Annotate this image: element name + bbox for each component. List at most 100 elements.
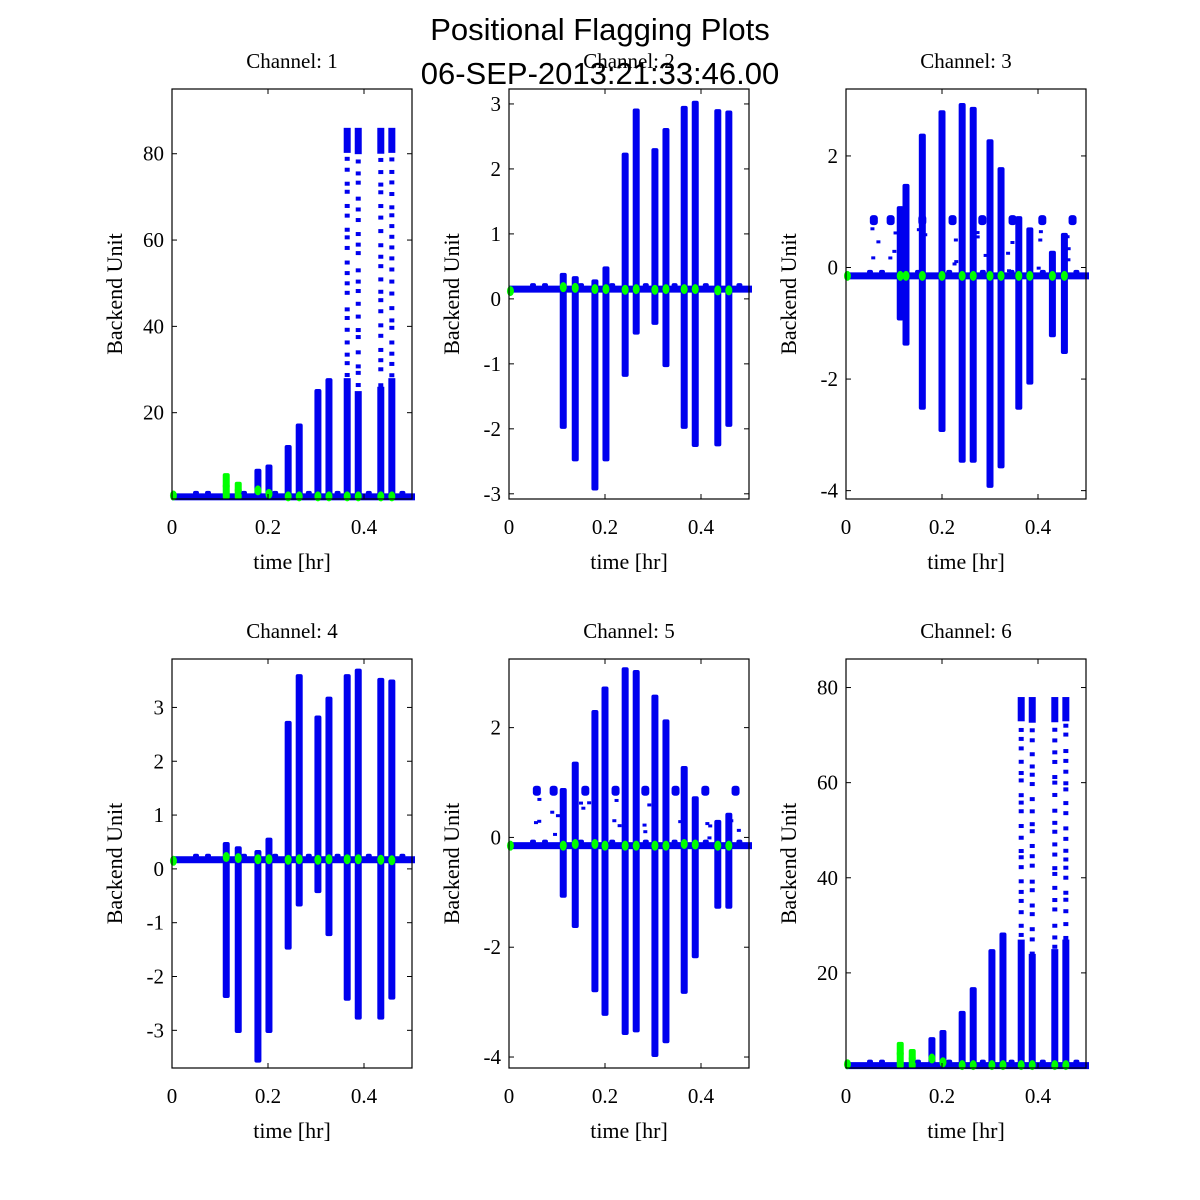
y-tick-label: 2	[828, 144, 839, 168]
y-tick-label: -2	[147, 965, 165, 989]
baseline-bump	[272, 853, 279, 858]
flagged-point	[377, 491, 385, 502]
flagged-point	[997, 270, 1005, 281]
scatter-point	[1029, 829, 1035, 834]
scatter-point	[1036, 266, 1041, 270]
side-cluster-point	[948, 215, 957, 226]
y-tick-label: 2	[491, 716, 502, 740]
scatter-point	[1052, 885, 1058, 890]
burst-4	[602, 266, 610, 462]
scatter-point	[533, 821, 538, 825]
x-tick-label: 0	[504, 1084, 515, 1108]
scatter-point	[389, 291, 395, 296]
scatter-point	[355, 159, 361, 164]
scatter-point	[389, 373, 395, 378]
flagged-point	[343, 854, 351, 865]
x-axis-label: time [hr]	[253, 549, 331, 574]
flagged-point	[234, 853, 242, 864]
burst-5	[958, 102, 966, 463]
plot-area	[506, 100, 752, 491]
scatter-point	[389, 132, 395, 137]
burst-5	[284, 720, 292, 950]
scatter-point	[355, 149, 361, 154]
scatter-point	[389, 351, 395, 356]
burst-9	[343, 674, 351, 1001]
side-cluster-point	[701, 785, 710, 796]
flagged-point	[1017, 1060, 1025, 1071]
scatter-point	[1052, 852, 1058, 857]
scatter-point	[378, 347, 384, 352]
scatter-point	[1063, 922, 1069, 927]
y-tick-label: 60	[143, 228, 164, 252]
y-tick-label: 80	[817, 676, 838, 700]
baseline-bump	[334, 853, 341, 858]
x-axis-label: time [hr]	[927, 549, 1005, 574]
scatter-point	[1052, 820, 1058, 825]
burst-dense-segment	[1051, 949, 1059, 1068]
flagged-point	[1026, 270, 1034, 281]
flagged-point	[632, 840, 640, 851]
scatter-point	[378, 367, 384, 372]
scatter-point	[355, 328, 361, 333]
flagged-point	[918, 270, 926, 281]
flagged-point	[254, 485, 262, 496]
scatter-point	[1029, 927, 1035, 932]
subplot-title: Channel: 3	[920, 49, 1012, 73]
scatter-point	[389, 245, 395, 250]
scatter-point	[355, 232, 361, 237]
baseline-bump	[1039, 269, 1046, 274]
scatter-point	[1052, 866, 1058, 871]
baseline-bump	[578, 839, 584, 844]
scatter-point	[553, 832, 558, 836]
scatter-point	[1029, 809, 1035, 814]
scatter-point	[1029, 912, 1035, 917]
scatter-point	[1006, 251, 1011, 255]
scatter-point	[1063, 801, 1069, 806]
burst-8	[325, 378, 333, 499]
scatter-point	[378, 358, 384, 363]
y-axis-label: Backend Unit	[776, 803, 801, 925]
scatter-point	[1018, 809, 1024, 814]
scatter-point	[1018, 727, 1024, 732]
burst-4	[265, 837, 273, 1034]
flagged-point	[999, 1060, 1007, 1071]
burst-top-cluster	[1028, 697, 1036, 723]
scatter-point	[355, 335, 361, 340]
flagged-point	[284, 854, 292, 865]
flagged-point	[1060, 270, 1068, 281]
x-tick-label: 0.4	[688, 1084, 715, 1108]
scatter-point	[1063, 723, 1069, 728]
scatter-point	[344, 147, 350, 152]
side-cluster-point	[611, 785, 620, 796]
side-cluster-point	[1038, 215, 1047, 226]
baseline-bump	[609, 839, 616, 844]
flagged-point	[651, 840, 659, 851]
scatter-point	[983, 253, 988, 257]
burst-dense-segment	[354, 391, 362, 499]
baseline-bump	[736, 283, 743, 288]
burst-top-cluster	[1051, 697, 1059, 723]
scatter-point	[1018, 879, 1024, 884]
burst-2	[902, 183, 910, 346]
scatter-point	[344, 156, 350, 161]
scatter-point	[344, 189, 350, 194]
baseline-bump	[205, 490, 211, 495]
burst-dense-segment	[343, 378, 351, 499]
scatter-point	[1063, 811, 1069, 816]
scatter-point	[344, 281, 350, 286]
scatter-point	[1029, 782, 1035, 787]
scatter-point	[647, 803, 652, 807]
baseline-bump	[867, 269, 873, 274]
scatter-point	[537, 819, 542, 823]
scatter-point	[1052, 750, 1058, 755]
burst-3	[591, 710, 599, 993]
x-tick-label: 0	[504, 515, 515, 539]
flagged-point	[680, 839, 688, 850]
scatter-point	[1052, 898, 1058, 903]
scatter-point	[378, 229, 384, 234]
baseline-bump	[946, 1059, 953, 1064]
axes-box	[508, 658, 750, 1069]
baseline-bump	[946, 269, 953, 274]
scatter-point	[1029, 903, 1035, 908]
scatter-point	[389, 157, 395, 162]
